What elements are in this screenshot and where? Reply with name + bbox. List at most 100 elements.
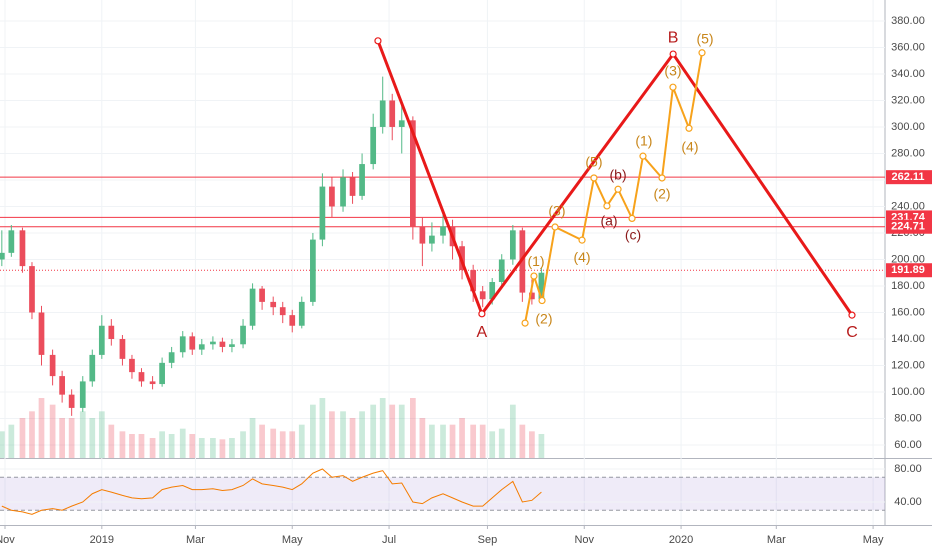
wave-point — [530, 272, 538, 280]
y-tick-label: 340.00 — [891, 68, 925, 80]
candle-body — [389, 100, 396, 127]
candle-body — [59, 376, 65, 395]
y-tick-label: 60.00 — [894, 439, 922, 451]
y-tick-label: 200.00 — [891, 253, 925, 265]
wave-label: (5) — [585, 154, 602, 170]
volume-bar — [249, 418, 256, 458]
volume-bar — [219, 439, 226, 458]
volume-bar — [298, 424, 305, 458]
volume-bar — [279, 431, 286, 458]
volume-bar — [8, 424, 15, 458]
volume-bar — [519, 424, 526, 458]
candle-body — [19, 230, 26, 267]
candle-body — [370, 126, 377, 165]
volume-bar — [329, 411, 335, 458]
wave-label: (4) — [573, 249, 590, 265]
wave-point — [848, 311, 856, 319]
volume-bar — [149, 438, 156, 458]
candle-body — [229, 344, 235, 347]
volume-bar — [449, 424, 456, 458]
candle-body — [498, 259, 505, 283]
candle-body — [198, 344, 205, 350]
candle-body — [249, 288, 256, 326]
level-label-box — [886, 170, 932, 185]
candle-body — [470, 270, 477, 292]
wave-point — [521, 319, 529, 327]
volume-bar — [79, 411, 86, 458]
candle-body — [279, 307, 286, 316]
volume-bar — [159, 431, 165, 458]
candle-body — [359, 164, 365, 196]
wave-label: (2) — [653, 186, 670, 202]
candle-body — [38, 312, 45, 355]
volume-bar — [370, 404, 377, 458]
volume-bar — [59, 418, 65, 458]
candle-body — [349, 177, 356, 196]
wave-point — [669, 83, 677, 91]
candle-body — [8, 230, 15, 253]
wave-label: (4) — [681, 139, 698, 155]
wave-point — [698, 49, 706, 57]
volume-bar — [229, 438, 235, 458]
candle-body — [479, 291, 486, 300]
volume-bar — [119, 431, 126, 458]
volume-bar — [270, 428, 277, 458]
volume-bar — [240, 431, 246, 458]
x-tick-label: Mar — [186, 534, 205, 546]
wave-label: (c) — [625, 227, 641, 243]
volume-bar — [498, 428, 505, 458]
candle-body — [129, 358, 135, 373]
wave-line — [376, 40, 854, 317]
volume-bar — [459, 418, 465, 458]
wave-label: C — [846, 324, 858, 341]
x-tick-label: Nov — [574, 534, 594, 546]
wave-point — [374, 37, 382, 45]
candle-body — [538, 272, 545, 300]
rsi-line — [1, 468, 542, 515]
candle-body — [98, 325, 105, 355]
wave-point — [669, 50, 677, 58]
candle-body — [509, 230, 516, 260]
volume-bar — [340, 411, 346, 458]
candle-body — [489, 282, 496, 300]
candle-body — [79, 381, 86, 408]
wave-point — [628, 214, 636, 222]
wave-label: (1) — [635, 133, 652, 149]
candle-body — [519, 230, 526, 293]
volume-bar — [19, 418, 26, 458]
volume-bar — [479, 424, 486, 458]
volume-bar — [398, 404, 405, 458]
x-tick-label: Nov — [0, 534, 15, 546]
volume-bar — [349, 418, 356, 458]
y-tick-label: 300.00 — [891, 121, 925, 133]
wave-label: (a) — [600, 213, 617, 229]
volume-bar — [0, 431, 5, 458]
candle-body — [219, 341, 226, 347]
candle-body — [149, 381, 156, 385]
wave-label: (3) — [548, 203, 565, 219]
wave-point — [639, 152, 647, 160]
wave-point — [578, 236, 586, 244]
x-tick-label: May — [282, 534, 303, 546]
x-tick-label: Sep — [478, 534, 498, 546]
candle-body — [138, 372, 145, 382]
y-tick-label: 180.00 — [891, 280, 925, 292]
candle-body — [319, 186, 326, 240]
candle-body — [379, 100, 386, 127]
candle-body — [429, 235, 435, 244]
y-tick-label: 120.00 — [891, 359, 925, 371]
volume-bar — [198, 438, 205, 458]
candle-body — [419, 226, 426, 244]
x-tick-label: Jul — [382, 534, 396, 546]
wave-point — [538, 296, 546, 305]
x-tick-label: 2019 — [90, 534, 114, 546]
y-tick-label: 280.00 — [891, 147, 925, 159]
candle-body — [410, 120, 416, 227]
candle-body — [310, 239, 316, 302]
rsi-tick-label: 40.00 — [894, 496, 922, 508]
y-tick-label: 380.00 — [891, 15, 925, 27]
wave-point — [551, 223, 559, 231]
volume-bar — [49, 404, 56, 458]
y-tick-label: 360.00 — [891, 41, 925, 53]
y-tick-label: 100.00 — [891, 386, 925, 398]
